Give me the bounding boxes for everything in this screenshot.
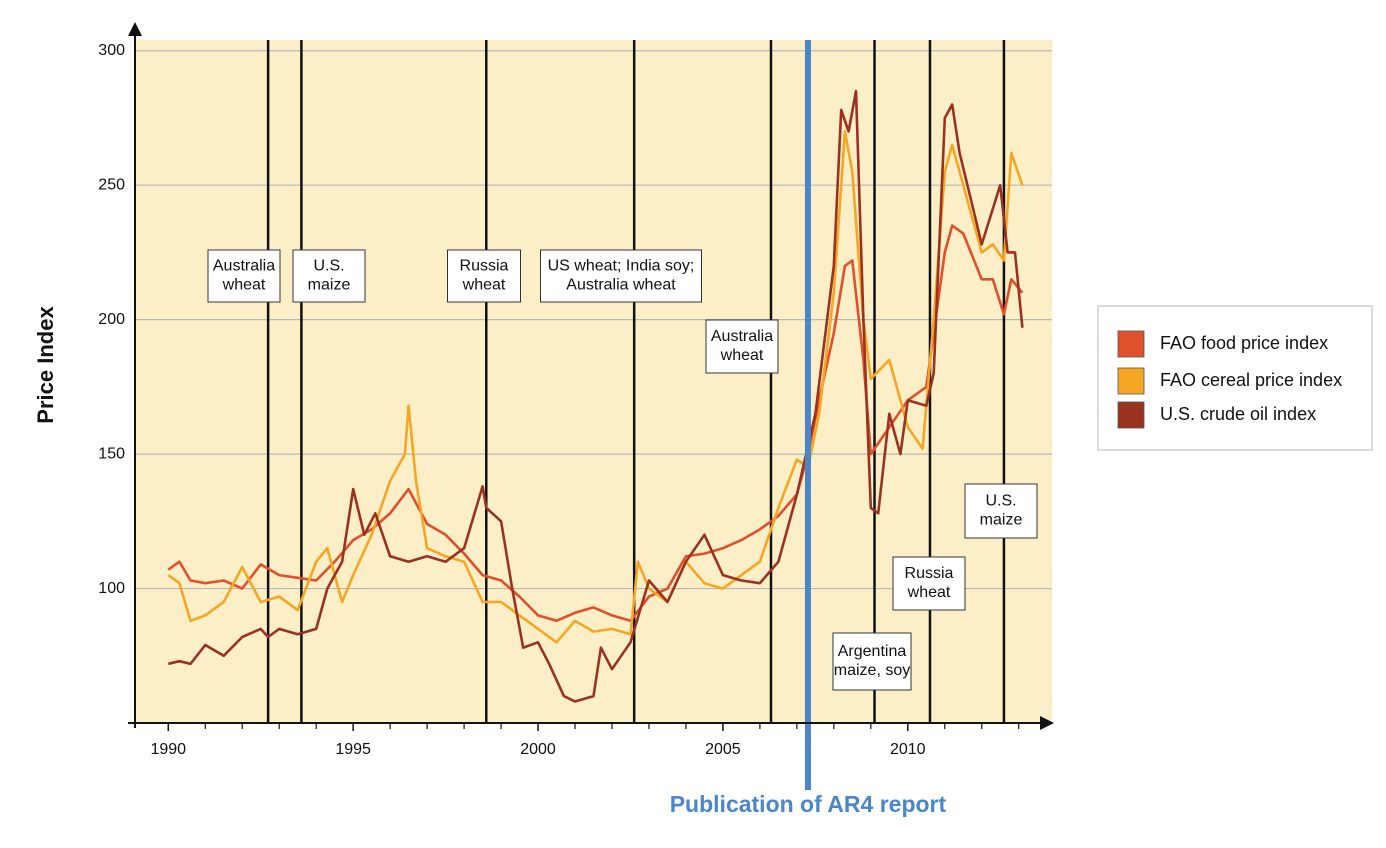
x-tick-label: 1990: [150, 741, 186, 758]
y-tick-label: 200: [98, 311, 125, 328]
series-line: [167, 130, 1024, 644]
event-label-box: [705, 319, 779, 374]
event-label: U.S.: [313, 258, 344, 275]
event-label: Russia: [905, 565, 954, 582]
x-tick-label: 2010: [890, 741, 926, 758]
y-axis-label: Price Index: [33, 306, 58, 424]
plot-background: [135, 40, 1052, 723]
highlight-label: Publication of AR4 report: [670, 791, 947, 817]
event-label: maize: [980, 512, 1023, 529]
event-label: maize: [308, 277, 351, 294]
event-label-box: [292, 249, 366, 303]
legend-swatch: [1117, 401, 1145, 429]
event-label: wheat: [462, 277, 506, 294]
y-tick-label: 250: [98, 176, 125, 193]
y-tick-label: 100: [98, 580, 125, 597]
event-label-box: [207, 249, 281, 303]
legend-swatch: [1117, 330, 1145, 358]
event-label: Russia: [460, 258, 509, 275]
series-line: [168, 89, 1024, 703]
legend: FAO food price index FAO cereal price ind…: [1097, 305, 1373, 451]
event-label: Argentina: [838, 643, 907, 660]
event-label-box: [964, 483, 1038, 539]
x-axis-arrow: [1040, 716, 1054, 730]
legend-label: FAO cereal price index: [1160, 370, 1342, 390]
event-label-box: [447, 249, 521, 303]
legend-label: FAO food price index: [1160, 333, 1328, 353]
legend-swatch: [1117, 367, 1145, 395]
event-label: Australia wheat: [566, 277, 676, 294]
event-label-box: [540, 249, 702, 303]
event-label: US wheat; India soy;: [548, 258, 695, 275]
y-tick-label: 150: [98, 445, 125, 462]
event-label: wheat: [907, 584, 951, 601]
event-label: Australia: [213, 258, 275, 275]
legend-label: U.S. crude oil index: [1160, 404, 1316, 424]
y-tick-label: 300: [98, 42, 125, 59]
y-axis-arrow: [128, 22, 142, 36]
x-tick-label: 2005: [705, 741, 741, 758]
event-label: wheat: [222, 277, 266, 294]
event-label: maize, soy: [834, 662, 910, 679]
event-label-box: [832, 632, 912, 691]
x-tick-label: 1995: [335, 741, 371, 758]
x-tick-label: 2000: [520, 741, 556, 758]
event-label: wheat: [720, 347, 764, 364]
event-label-box: [892, 556, 966, 611]
event-label: U.S.: [985, 493, 1016, 510]
event-label: Australia: [711, 328, 773, 345]
